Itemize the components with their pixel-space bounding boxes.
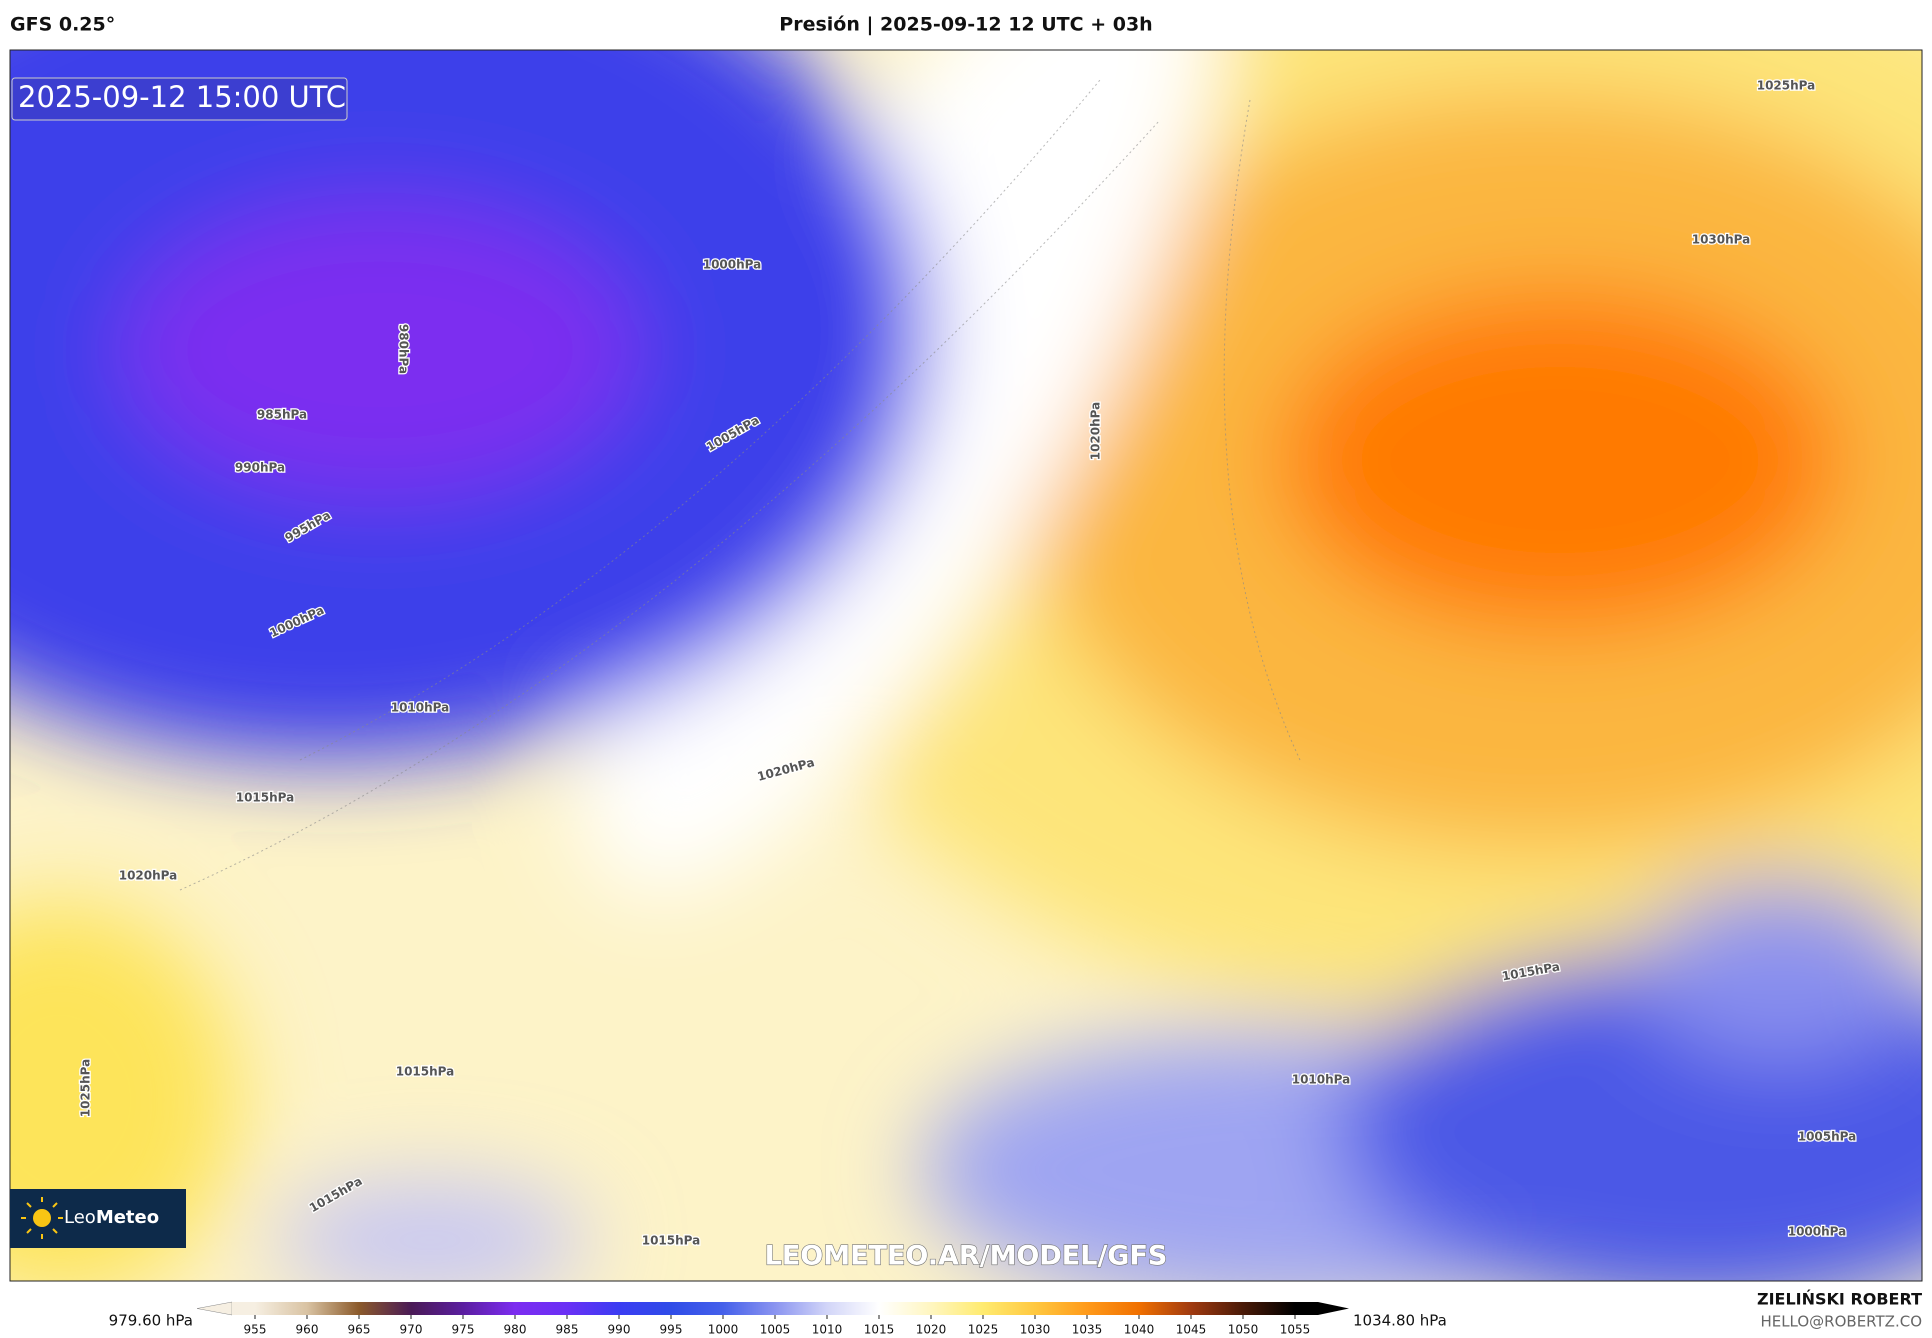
colorbar-tick-label: 980 — [504, 1323, 527, 1337]
colorbar-tick-label: 985 — [556, 1323, 579, 1337]
colorbar-min: 979.60 hPa — [109, 1312, 193, 1330]
isobar-label: 1020hPa — [119, 869, 178, 883]
colorbar-tick-label: 1000 — [708, 1323, 739, 1337]
isobar-label: 1000hPa — [1788, 1225, 1847, 1239]
timestamp-box — [11, 77, 348, 121]
colorbar-tick-label: 990 — [608, 1323, 631, 1337]
map-title: Presión | 2025-09-12 12 UTC + 03h — [779, 14, 1152, 36]
colorbar: 955 960 965 970 975 980 985 990 995 1000 1005 1010 1… — [196, 1301, 1349, 1337]
colorbar-tick-label: 965 — [348, 1323, 371, 1337]
colorbar-tick-label: 1040 — [1124, 1323, 1155, 1337]
colorbar-tick-label: 1015 — [864, 1323, 895, 1337]
isobar-label: 990hPa — [235, 461, 285, 475]
colorbar-tick-label: 1010 — [812, 1323, 843, 1337]
colorbar-max: 1034.80 hPa — [1353, 1312, 1447, 1330]
colorbar-bar — [232, 1302, 1318, 1315]
isobar-label: 1020hPa — [1089, 402, 1103, 461]
colorbar-tick-label: 1035 — [1072, 1323, 1103, 1337]
timestamp: 2025-09-12 15:00 UTC — [18, 80, 346, 114]
colorbar-tick-label: 1030 — [1020, 1323, 1051, 1337]
isobar-label: 1025hPa — [1757, 79, 1816, 93]
colorbar-tick-label: 1005 — [760, 1323, 791, 1337]
colorbar-min-arrow — [196, 1301, 233, 1316]
isobar-label: 1010hPa — [391, 701, 450, 715]
isobar-label: 985hPa — [257, 408, 307, 422]
colorbar-tick-label: 960 — [296, 1323, 319, 1337]
logo-text: LeoMeteo — [64, 1207, 159, 1228]
email: HELLO@ROBERTZ.CO — [1760, 1313, 1922, 1331]
logo-bold: Meteo — [96, 1207, 159, 1228]
logo-sun — [33, 1209, 51, 1227]
colorbar-max-arrow — [1318, 1302, 1349, 1315]
isobar-label: 980hPa — [397, 324, 411, 374]
colorbar-tick-label: 1020 — [916, 1323, 947, 1337]
isobar-label: 1000hPa — [703, 258, 762, 272]
colorbar-tick-label: 1055 — [1280, 1323, 1311, 1337]
colorbar-tick-label: 1045 — [1176, 1323, 1207, 1337]
isobar-label: 1030hPa — [1692, 233, 1751, 247]
logo-regular: Leo — [64, 1207, 96, 1228]
isobar-label: 1005hPa — [1798, 1130, 1857, 1144]
pressure-field — [10, 50, 1922, 1281]
colorbar-tick-label: 975 — [452, 1323, 475, 1337]
author: ZIELIŃSKI ROBERT — [1757, 1290, 1922, 1309]
watermark: LEOMETEO.AR/MODEL/GFS — [765, 1241, 1168, 1272]
colorbar-tick-label: 970 — [400, 1323, 423, 1337]
isobar-label: 1015hPa — [236, 791, 295, 805]
isobar-label: 1025hPa — [79, 1059, 93, 1118]
colorbar-tick-label: 1025 — [968, 1323, 999, 1337]
isobar-label: 1015hPa — [642, 1234, 701, 1248]
isobar-label: 1015hPa — [396, 1065, 455, 1079]
colorbar-tick-label: 995 — [660, 1323, 683, 1337]
colorbar-tick-label: 955 — [244, 1323, 267, 1337]
isobar-label: 1010hPa — [1292, 1073, 1351, 1087]
model-name: GFS 0.25° — [10, 14, 115, 36]
colorbar-tick-label: 1050 — [1228, 1323, 1259, 1337]
logo-rays — [21, 1197, 63, 1239]
